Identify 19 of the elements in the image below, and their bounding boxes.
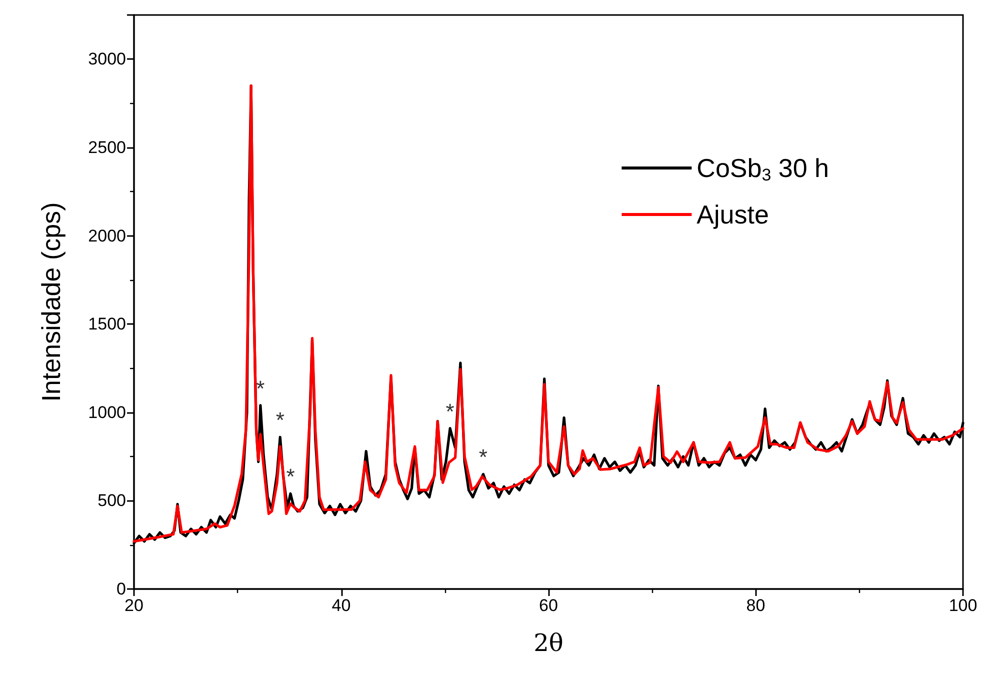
y-tick-label: 3000 <box>88 50 126 69</box>
annotation: * <box>478 444 488 470</box>
y-tick-label: 1000 <box>88 402 126 422</box>
x-tick-label: 40 <box>332 596 351 615</box>
y-tick-label: 500 <box>98 491 126 510</box>
y-tick-label: 0 <box>116 580 126 598</box>
legend-label: Ajuste <box>696 200 769 230</box>
x-tick-label: 100 <box>948 596 978 615</box>
annotation: * <box>276 408 285 433</box>
x-tick-label: 20 <box>124 596 144 615</box>
y-tick-label: 1500 <box>88 314 126 334</box>
y-tick-label: 2000 <box>88 226 126 246</box>
annotation: * <box>286 464 296 490</box>
y-axis-title: Intensidade (cps) <box>36 202 66 402</box>
x-axis-title: 2θ <box>534 629 564 657</box>
annotation: * <box>446 398 455 424</box>
x-tick-label: 60 <box>539 596 558 615</box>
x-tick-label: 80 <box>746 596 766 615</box>
y-tick-label: 2500 <box>88 138 126 157</box>
